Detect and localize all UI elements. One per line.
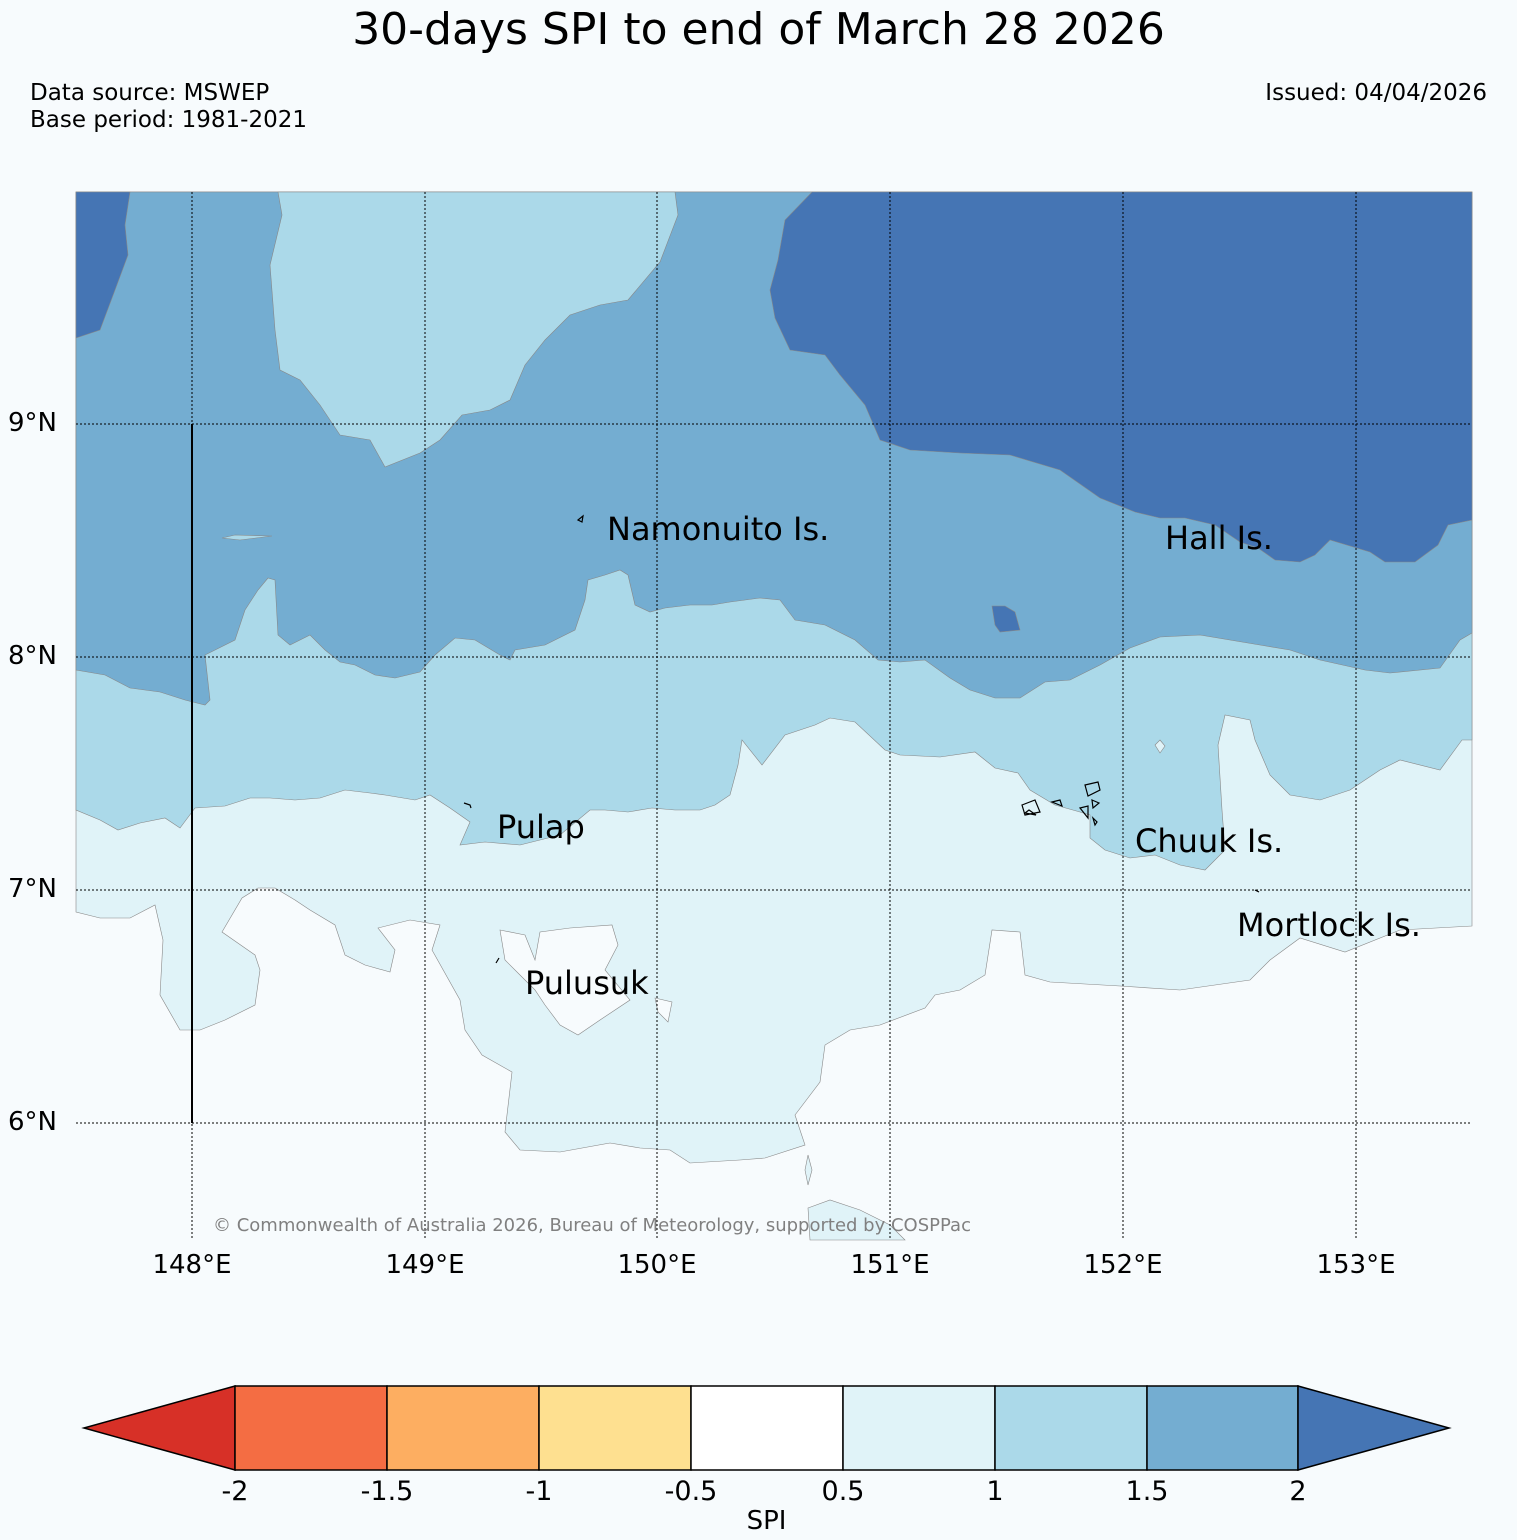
colorbar-segment: [538, 1385, 692, 1471]
colorbar-tick: 2: [1289, 1476, 1307, 1507]
place-pulusuk: Pulusuk: [525, 964, 649, 1002]
spi-pocket-light-b: [221, 534, 273, 541]
gridlines: [76, 192, 1472, 1240]
lon-label: 148°E: [152, 1250, 232, 1280]
island-outlines: [463, 514, 1260, 964]
colorbar-segment: [81, 1385, 236, 1471]
spi-sliver: [804, 1154, 813, 1186]
spi-region-below-05a: [499, 924, 631, 1036]
colorbar-tick: -1.5: [360, 1476, 414, 1507]
issued-date: Issued: 04/04/2026: [1265, 80, 1487, 106]
data-source: Data source: MSWEP: [30, 80, 270, 106]
place-namonuito: Namonuito Is.: [607, 510, 829, 548]
lat-label: 7°N: [8, 874, 57, 904]
colorbar-segment: [386, 1385, 540, 1471]
spi-pocket: [1154, 739, 1166, 754]
colorbar-tick: -0.5: [664, 1476, 718, 1507]
lat-label: 8°N: [8, 641, 57, 671]
lon-label: 151°E: [850, 1250, 930, 1280]
base-period: Base period: 1981-2021: [30, 107, 308, 133]
spi-map: Namonuito Is. Hall Is. Pulap Chuuk Is. M…: [75, 191, 1473, 1241]
colorbar-tick: -2: [221, 1476, 249, 1507]
spi-region-above-2: [769, 191, 1473, 563]
colorbar-segment: [842, 1385, 996, 1471]
colorbar-tick: 1: [986, 1476, 1004, 1507]
colorbar-segment: [1146, 1385, 1299, 1471]
colorbar-segment: [234, 1385, 388, 1471]
lon-label: 149°E: [385, 1250, 465, 1280]
lon-label: 150°E: [617, 1250, 697, 1280]
colorbar-tick: 0.5: [821, 1476, 865, 1507]
map-meta: Data source: MSWEP Base period: 1981-202…: [30, 80, 307, 134]
colorbar-label: SPI: [746, 1506, 787, 1536]
spi-region-below-05b: [654, 997, 673, 1023]
spi-pocket-light: [269, 191, 679, 468]
place-mortlock: Mortlock Is.: [1237, 906, 1421, 944]
map-title: 30-days SPI to end of March 28 2026: [352, 4, 1165, 55]
copyright: © Commonwealth of Australia 2026, Bureau…: [213, 1215, 971, 1236]
colorbar-segment: [1297, 1385, 1452, 1471]
lon-label: 152°E: [1083, 1250, 1163, 1280]
colorbar-tick: -1: [525, 1476, 553, 1507]
spi-blob: [991, 605, 1021, 633]
lat-label: 6°N: [8, 1107, 57, 1137]
colorbar-segment: [994, 1385, 1148, 1471]
spi-region-above-2-nw: [75, 191, 131, 339]
colorbar-tick: 1.5: [1125, 1476, 1169, 1507]
colorbar-segment: [690, 1385, 844, 1471]
lon-label: 153°E: [1316, 1250, 1396, 1280]
place-pulap: Pulap: [497, 808, 585, 846]
lat-label: 9°N: [8, 408, 57, 438]
place-chuuk: Chuuk Is.: [1135, 822, 1283, 860]
place-hall: Hall Is.: [1165, 519, 1273, 557]
spi-colorbar: [81, 1385, 1452, 1471]
